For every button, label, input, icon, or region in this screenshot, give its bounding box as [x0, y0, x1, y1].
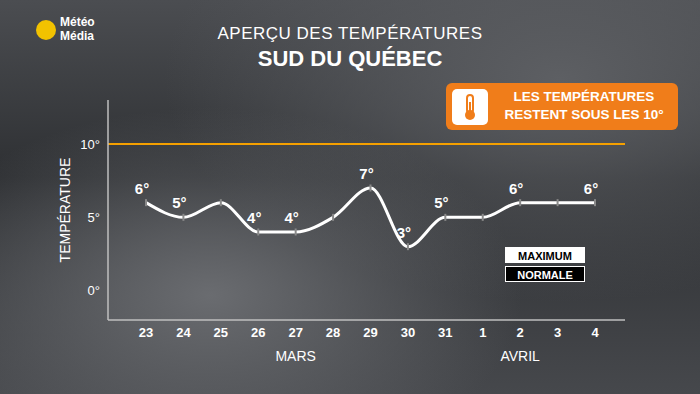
- svg-text:24: 24: [176, 325, 191, 340]
- svg-text:28: 28: [326, 325, 340, 340]
- svg-text:4: 4: [591, 325, 599, 340]
- svg-text:5°: 5°: [172, 194, 186, 211]
- svg-text:29: 29: [363, 325, 377, 340]
- html-text:APERÇU DES TEMPÉRATURES: APERÇU DES TEMPÉRATURES: [217, 24, 483, 43]
- html-text:TEMPÉRATURE: TEMPÉRATURE: [57, 157, 73, 263]
- html-text:Météo Média: Météo Média: [60, 15, 95, 43]
- svg-text:5°: 5°: [434, 194, 448, 211]
- svg-text:4°: 4°: [247, 209, 261, 226]
- svg-text:25: 25: [214, 325, 228, 340]
- svg-text:6°: 6°: [135, 180, 149, 197]
- svg-text:10°: 10°: [80, 137, 100, 152]
- svg-text:3°: 3°: [397, 224, 411, 241]
- svg-text:0°: 0°: [88, 283, 100, 298]
- svg-text:26: 26: [251, 325, 265, 340]
- html-text:NORMALE: NORMALE: [517, 269, 573, 281]
- html-text:MAXIMUM: MAXIMUM: [518, 250, 572, 262]
- svg-text:27: 27: [288, 325, 302, 340]
- svg-text:4°: 4°: [284, 209, 298, 226]
- svg-text:7°: 7°: [359, 165, 373, 182]
- svg-text:23: 23: [139, 325, 153, 340]
- svg-text:3: 3: [554, 325, 561, 340]
- svg-text:30: 30: [401, 325, 415, 340]
- svg-text:1: 1: [479, 325, 486, 340]
- svg-text:31: 31: [438, 325, 452, 340]
- svg-text:5°: 5°: [88, 210, 100, 225]
- html-text:AVRIL: AVRIL: [500, 348, 540, 364]
- html-text:SUD DU QUÉBEC: SUD DU QUÉBEC: [257, 46, 443, 71]
- svg-text:2: 2: [517, 325, 524, 340]
- html-text:MARS: MARS: [275, 348, 316, 364]
- html-text:LES TEMPÉRATURES RESTENT SOUS: LES TEMPÉRATURES RESTENT SOUS LES 10°: [504, 89, 664, 122]
- svg-text:6°: 6°: [584, 180, 598, 197]
- svg-text:6°: 6°: [509, 180, 523, 197]
